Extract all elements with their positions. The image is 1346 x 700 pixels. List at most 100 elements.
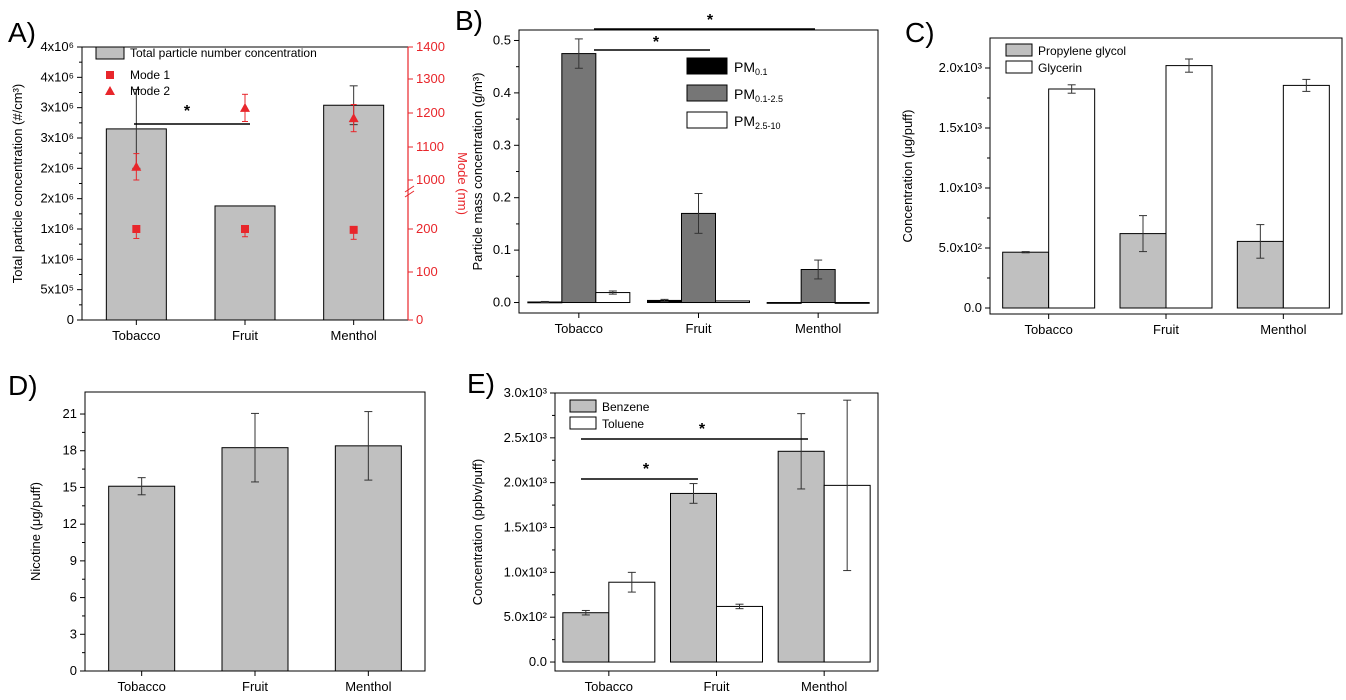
y-tick-label: 2x10⁶ [40, 160, 74, 175]
panel-label: A) [8, 17, 36, 48]
x-tick-label: Menthol [1260, 322, 1306, 337]
x-tick-label: Tobacco [585, 679, 633, 694]
y-tick-label: 0.0 [493, 295, 511, 310]
bar-benzene [670, 492, 717, 663]
y-tick-label: 2x10⁶ [40, 191, 74, 206]
y2-tick-label: 1000 [416, 172, 445, 187]
significance-star: * [707, 12, 714, 29]
panel-a: 0 5x10⁵ 1x10⁶ 1x10⁶ 2x10⁶ 2x10⁶ 3x10⁶ 3x10⁶ 4x10… [8, 17, 470, 343]
bar-glycerin [1282, 84, 1330, 309]
bar-glycerin [1165, 65, 1213, 309]
y-tick-label: 4x10⁶ [40, 69, 74, 84]
y-tick-label: 2.5x10³ [504, 430, 548, 445]
legend-label: Benzene [602, 400, 650, 414]
legend-swatch [1005, 43, 1033, 57]
legend-label: PM2.5-10 [734, 113, 781, 131]
bar-toluene [608, 581, 656, 663]
x-tick-label: Fruit [686, 321, 712, 336]
bar-toluene [716, 605, 763, 663]
y2-axis-label: Mode (nm) [455, 152, 470, 215]
x-tick-label: Menthol [345, 679, 391, 694]
legend-swatch [1005, 60, 1033, 74]
y-tick-label: 0.5 [493, 32, 511, 47]
bar-value [108, 485, 176, 672]
bar-pm0-1 [766, 302, 802, 304]
y2-tick-label: 1400 [416, 39, 445, 54]
x-tick-label: Tobacco [112, 328, 160, 343]
y-tick-label: 1.5x10³ [504, 520, 548, 535]
legend-label: PM0.1 [734, 59, 768, 77]
y-tick-label: 3.0x10³ [504, 385, 548, 400]
legend-swatch [569, 416, 597, 430]
x-tick-label: Menthol [801, 679, 847, 694]
y-tick-label: 3x10⁶ [40, 100, 74, 115]
y-axis-label: Total particle concentration (#/cm³) [10, 84, 25, 283]
significance-star: * [653, 34, 660, 51]
legend-swatch [686, 84, 728, 102]
y-tick-label: 5x10⁵ [40, 282, 74, 297]
axis-break [404, 185, 415, 193]
bar-benzene [562, 612, 610, 663]
legend-label: PM0.1-2.5 [734, 86, 783, 104]
x-tick-label: Fruit [242, 679, 268, 694]
mode-2-marker [348, 113, 359, 123]
x-tick-label: Fruit [704, 679, 730, 694]
mode-1-marker [241, 225, 249, 233]
mode-2-marker [240, 102, 250, 112]
y-tick-label: 0 [70, 663, 77, 678]
x-tick-label: Menthol [795, 321, 841, 336]
x-tick-label: Fruit [232, 328, 258, 343]
x-tick-label: Fruit [1153, 322, 1179, 337]
legend-swatch [686, 111, 728, 129]
panel-label: D) [8, 370, 38, 401]
y-tick-label: 1x10⁶ [40, 221, 74, 236]
y-tick-label: 4x10⁶ [40, 39, 74, 54]
panel-label: C) [905, 17, 935, 48]
y-tick-label: 1.0x10³ [504, 564, 548, 579]
y-axis-label: Particle mass concentration (g/m³) [470, 73, 485, 271]
significance-star: * [699, 421, 706, 438]
legend-label: Toluene [602, 417, 644, 431]
y2-tick-label: 1300 [416, 71, 445, 86]
y-tick-label: 0.2 [493, 190, 511, 205]
bar-pm2-5-10 [715, 300, 750, 304]
significance-star: * [184, 103, 191, 120]
mode-2-marker [131, 161, 142, 171]
legend-swatch [686, 57, 728, 75]
y-tick-label: 0.0 [529, 654, 547, 669]
y-tick-label: 2.0x10³ [504, 475, 548, 490]
bar-pm0-1-2-5 [561, 53, 597, 304]
panel-label: E) [467, 368, 495, 399]
legend-label: Total particle number concentration [130, 46, 317, 60]
bar-total-particle-number-concentration [214, 205, 276, 321]
y-tick-label: 0.4 [493, 85, 511, 100]
legend: Benzene Toluene [569, 399, 650, 431]
panel-e: 0.0 5.0x10² 1.0x10³ 1.5x10³ 2.0x10³ 2.5x10³ 3.… [467, 368, 879, 694]
bar-pm2-5-10 [834, 302, 870, 304]
panel-c: 0.0 5.0x10² 1.0x10³ 1.5x10³ 2.0x10³ Concentra… [900, 17, 1343, 337]
y-tick-label: 1.5x10³ [939, 120, 983, 135]
x-tick-label: Tobacco [555, 321, 603, 336]
y-tick-label: 5.0x10² [504, 609, 548, 624]
legend: Total particle number concentration Mode … [95, 46, 317, 98]
y2-tick-label: 200 [416, 221, 438, 236]
panel-d: 0 3 6 9 12 15 18 21 Nicotine (μg/puff) Tobacco Fru… [8, 370, 426, 694]
legend-mode-2-marker [105, 86, 115, 95]
legend-subscript: 0.1 [755, 67, 768, 77]
y-tick-label: 18 [63, 443, 77, 458]
legend: PM0.1 PM0.1-2.5 PM2.5-10 [686, 57, 783, 131]
panel-label: B) [455, 5, 483, 36]
y-tick-label: 2.0x10³ [939, 60, 983, 75]
y-tick-label: 0.1 [493, 242, 511, 257]
x-tick-label: Menthol [331, 328, 377, 343]
bar-value [334, 445, 402, 672]
legend-subscript: 2.5-10 [755, 121, 781, 131]
y2-tick-label: 0 [416, 312, 423, 327]
y2-tick-label: 1100 [416, 139, 444, 154]
y-tick-label: 1.0x10³ [939, 180, 983, 195]
y-tick-label: 3x10⁶ [40, 130, 74, 145]
y2-tick-label: 100 [416, 264, 438, 279]
legend: Propylene glycol Glycerin [1005, 43, 1126, 75]
x-tick-label: Tobacco [1024, 322, 1072, 337]
